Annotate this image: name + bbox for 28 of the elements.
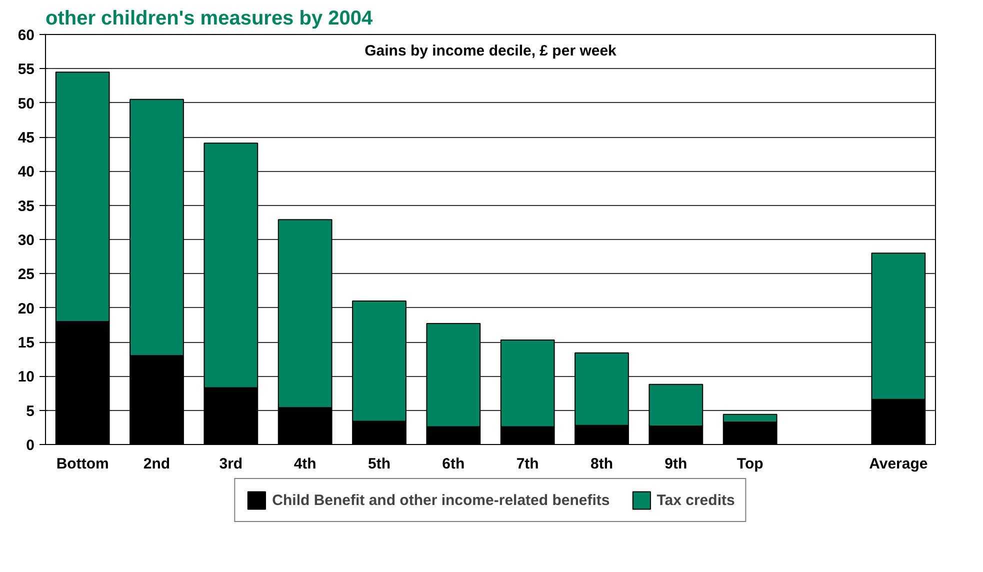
y-tick-label: 55	[18, 61, 35, 78]
x-tick-label: 7th	[516, 456, 539, 472]
x-tick-label: 6th	[442, 456, 465, 472]
y-tick-label: 45	[18, 130, 35, 146]
y-tick-label: 50	[18, 95, 35, 112]
y-tick-label: 60	[18, 27, 35, 44]
legend-label: Child Benefit and other income-related benefits	[272, 492, 610, 508]
y-tick-label: 10	[18, 368, 35, 386]
x-tick-label: Bottom	[56, 456, 109, 472]
legend-label: Tax credits	[656, 492, 735, 508]
chart-title: other children's measures by 2004	[46, 8, 374, 30]
text: Gains by income decile, £ per week	[364, 42, 618, 60]
y-tick-label: 15	[18, 334, 35, 352]
x-tick-label: 8th	[590, 456, 613, 472]
y-tick-label: 40	[18, 164, 35, 181]
x-tick-label: Top	[736, 456, 764, 472]
y-tick-label: 30	[18, 232, 35, 249]
x-tick-label: 5th	[368, 456, 390, 472]
y-tick-label: 0	[26, 437, 34, 454]
y-tick-label: 25	[18, 266, 35, 284]
y-tick-label: 35	[18, 198, 35, 215]
y-tick-label: 20	[18, 300, 35, 318]
x-tick-label: 9th	[664, 456, 688, 472]
x-tick-label: 4th	[294, 456, 316, 472]
x-tick-label: Average	[869, 456, 928, 472]
y-tick-label: 5	[26, 402, 34, 420]
x-tick-label: 3rd	[219, 456, 243, 472]
x-tick-label: 2nd	[143, 456, 170, 472]
